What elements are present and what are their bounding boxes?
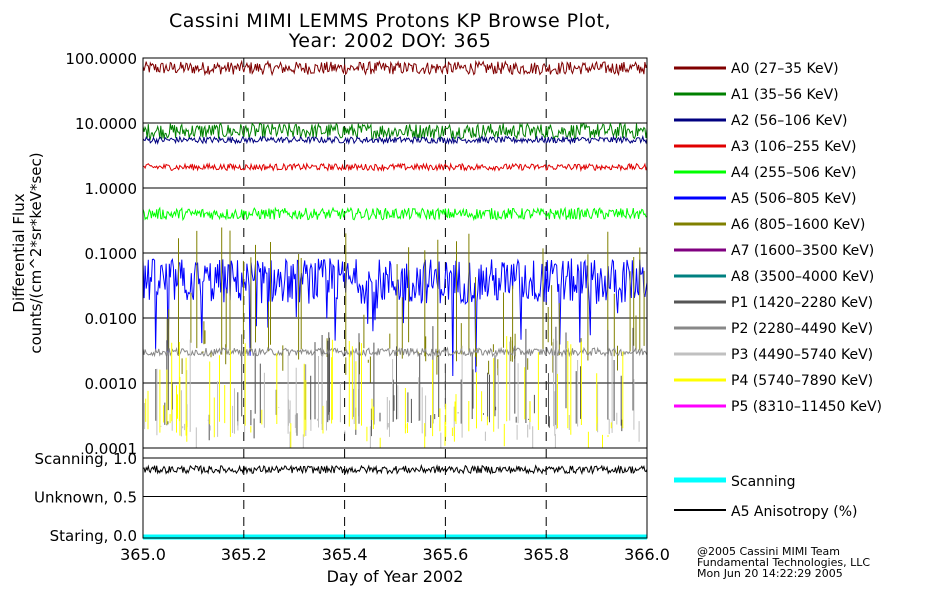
legend-label-A4: A4 (255–506 KeV)	[731, 165, 856, 181]
legend-label-A0: A0 (27–35 KeV)	[731, 61, 839, 77]
scan-ytick-label-1: Unknown, 0.5	[34, 489, 137, 507]
xtick-label-1: 365.2	[221, 545, 267, 564]
series-line-A1	[142, 122, 648, 141]
flux-ytick-label-5: 0.0010	[85, 375, 138, 393]
credit-line-3: Mon Jun 20 14:22:29 2005	[697, 567, 843, 580]
flux-ytick-label-1: 10.0000	[75, 115, 137, 133]
y-axis-label-2: counts/(cm^2*sr*keV*sec)	[27, 152, 45, 353]
scan-ytick-label-2: Staring, 0.0	[50, 527, 137, 545]
series-line-P3	[144, 338, 640, 448]
flux-ytick-label-6: 0.0001	[85, 440, 138, 458]
chart-subtitle: Year: 2002 DOY: 365	[288, 30, 492, 52]
series-line-A5	[142, 257, 648, 377]
legend-label-A2: A2 (56–106 KeV)	[731, 113, 848, 129]
series-line-P2	[142, 346, 648, 358]
legend-label-scanning: Scanning	[731, 474, 796, 490]
legend-label-P3: P3 (4490–5740 KeV)	[731, 347, 873, 363]
credit-line-1: @2005 Cassini MIMI Team	[697, 545, 840, 558]
x-axis-label: Day of Year 2002	[327, 567, 464, 586]
chart-title: Cassini MIMI LEMMS Protons KP Browse Plo…	[168, 10, 612, 32]
scan-ytick-label-0: Scanning, 1.0	[34, 450, 137, 468]
xtick-label-3: 365.6	[422, 545, 468, 564]
legend-label-A5: A5 (506–805 KeV)	[731, 191, 856, 207]
flux-ytick-label-4: 0.0100	[85, 310, 138, 328]
series-line-A3	[142, 162, 648, 173]
series-line-P4	[145, 336, 624, 448]
legend-label-A7: A7 (1600–3500 KeV)	[731, 243, 874, 259]
plot-frame	[142, 57, 648, 539]
legend-label-P1: P1 (1420–2280 KeV)	[731, 295, 873, 311]
legend-label-anisotropy: A5 Anisotropy (%)	[731, 504, 858, 520]
series-line-A0	[142, 59, 648, 77]
legend-label-A1: A1 (35–56 KeV)	[731, 87, 839, 103]
legend-label-P5: P5 (8310–11450 KeV)	[731, 399, 882, 415]
flux-ytick-label-3: 0.1000	[85, 245, 138, 263]
xtick-label-5: 366.0	[624, 545, 670, 564]
legend-label-P4: P4 (5740–7890 KeV)	[731, 373, 873, 389]
xtick-label-0: 365.0	[120, 545, 166, 564]
legend-label-A6: A6 (805–1600 KeV)	[731, 217, 865, 233]
xtick-label-4: 365.8	[523, 545, 569, 564]
legend-label-A8: A8 (3500–4000 KeV)	[731, 269, 874, 285]
xtick-label-2: 365.4	[322, 545, 368, 564]
credit-line-2: Fundamental Technologies, LLC	[697, 556, 871, 569]
legend-label-A3: A3 (106–255 KeV)	[731, 139, 856, 155]
series-line-A2	[142, 134, 648, 145]
series-line-A6	[166, 227, 645, 383]
y-axis-label-1: Differential Flux	[10, 193, 28, 312]
series-line-A4	[142, 206, 648, 222]
flux-ytick-label-2: 1.0000	[85, 180, 138, 198]
series-line-anisotropy	[142, 463, 648, 476]
legend-label-P2: P2 (2280–4490 KeV)	[731, 321, 873, 337]
flux-ytick-label-0: 100.0000	[65, 50, 137, 68]
